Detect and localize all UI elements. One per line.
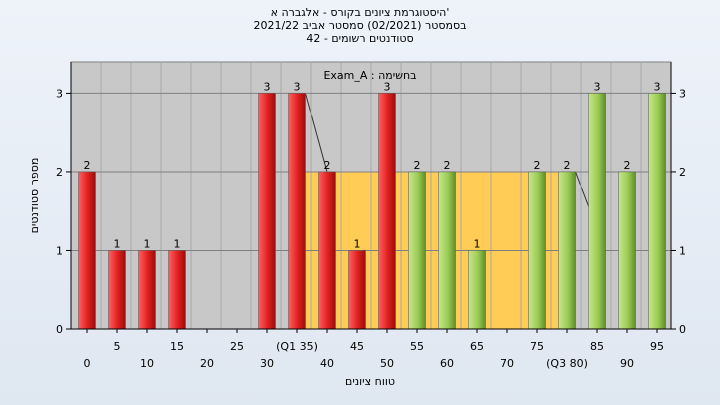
x-tick-label: 55 [410, 340, 424, 353]
y-axis-title: מספר סטודנטים [28, 158, 41, 234]
bar-value-label: 1 [174, 237, 181, 250]
x-tick-label: 15 [170, 340, 184, 353]
bar-value-label: 3 [594, 80, 601, 93]
bar [408, 171, 426, 330]
bar [318, 171, 336, 330]
x-tick-label: 50 [380, 357, 394, 370]
y-tick-label-right: 3 [679, 87, 686, 100]
bar [108, 250, 126, 330]
bar [588, 93, 606, 330]
bar-value-label: 3 [384, 80, 391, 93]
x-tick-label: 90 [620, 357, 634, 370]
bar-value-label: 2 [324, 159, 331, 172]
bar [618, 171, 636, 330]
chart-subtitle-students: סטודנטים רשומים - 42 [306, 32, 414, 45]
x-tick-label: 65 [470, 340, 484, 353]
bar [378, 93, 396, 330]
chart-title: היסטוגרמת ציונים בקורס - אלגברה א' [270, 6, 450, 19]
data-label-layer: 2 1 1 1 3 3 2 1 3 2 2 1 2 2 3 2 3 [84, 80, 661, 250]
bar [528, 171, 546, 330]
x-tick-label: 45 [350, 340, 364, 353]
bar-value-label: 2 [444, 159, 451, 172]
bar-layer [78, 93, 666, 330]
y-tick-label-right: 0 [679, 323, 686, 336]
bar [168, 250, 186, 330]
x-tick-label: 25 [230, 340, 244, 353]
x-axis-title: טווח ציונים [345, 375, 395, 388]
y-tick-label-right: 2 [679, 166, 686, 179]
x-tick-label: (Q1 35) [276, 340, 318, 353]
bar-value-label: 2 [534, 159, 541, 172]
bar-value-label: 1 [474, 237, 481, 250]
q1-connector-line [305, 93, 328, 173]
bar [348, 250, 366, 330]
x-tick-label: 5 [114, 340, 121, 353]
bar-value-label: 1 [354, 237, 361, 250]
bar [288, 93, 306, 330]
bar-value-label: 2 [84, 159, 91, 172]
x-tick-label: 30 [260, 357, 274, 370]
x-tick-label: (Q3 80) [546, 357, 588, 370]
bar-value-label: 2 [414, 159, 421, 172]
x-tick-label: 20 [200, 357, 214, 370]
bar [558, 171, 576, 330]
x-tick-label: 85 [590, 340, 604, 353]
chart-titles: היסטוגרמת ציונים בקורס - אלגברה א' בסמסט… [0, 6, 720, 45]
bar [468, 250, 486, 330]
bar-value-label: 2 [564, 159, 571, 172]
bar-value-label: 2 [624, 159, 631, 172]
series-label: Exam_A : בחשימה [323, 69, 416, 82]
y-tick-label-left: 2 [56, 166, 63, 179]
bar [648, 93, 666, 330]
chart-subtitle-semester: בסמסטר (02/2021) סמסטר אביב 2021/22 [253, 19, 467, 32]
bar [258, 93, 276, 330]
bar [138, 250, 156, 330]
bar-value-label: 1 [144, 237, 151, 250]
x-tick-label: 40 [320, 357, 334, 370]
grid-layer [70, 62, 672, 330]
x-tick-label: 95 [650, 340, 664, 353]
y-tick-label-right: 1 [679, 244, 686, 257]
bar-value-label: 1 [114, 237, 121, 250]
x-tick-label: 10 [140, 357, 154, 370]
bar-value-label: 3 [264, 80, 271, 93]
y-tick-label-left: 1 [56, 244, 63, 257]
y-tick-label-left: 0 [56, 323, 63, 336]
x-tick-label: 0 [84, 357, 91, 370]
bar-value-label: 3 [294, 80, 301, 93]
x-tick-label: 60 [440, 357, 454, 370]
bar-value-label: 3 [654, 80, 661, 93]
x-tick-label: 70 [500, 357, 514, 370]
x-tick-label: 75 [530, 340, 544, 353]
bar [438, 171, 456, 330]
y-tick-label-left: 3 [56, 87, 63, 100]
bar [78, 171, 96, 330]
